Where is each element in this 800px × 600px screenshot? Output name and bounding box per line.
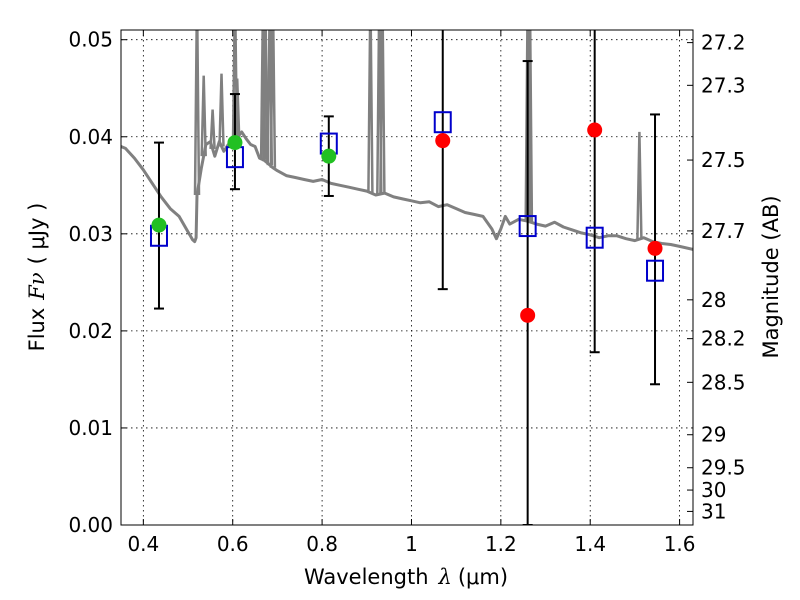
observed-point xyxy=(321,148,337,164)
emission-spike xyxy=(636,131,643,240)
x-tick-label: 1.6 xyxy=(664,532,696,556)
y-tick-label: 0.02 xyxy=(68,319,113,343)
model-band-square xyxy=(433,111,452,134)
x-tick-label: 0.6 xyxy=(217,532,249,556)
emission-spike xyxy=(218,73,225,147)
mag-tick-label: 27.5 xyxy=(701,148,746,172)
observed-point xyxy=(227,135,243,151)
observed-point xyxy=(520,307,536,323)
y-tick-label: 0.04 xyxy=(68,125,113,149)
model-band-square xyxy=(646,259,665,282)
x-tick-label: 1.4 xyxy=(574,532,606,556)
y-tick-label: 0.03 xyxy=(68,222,113,246)
mag-tick-label: 28.5 xyxy=(701,370,746,394)
mag-tick-label: 27.7 xyxy=(701,219,746,243)
plot-area xyxy=(121,30,693,525)
observed-point xyxy=(151,217,167,233)
model-band-square xyxy=(585,226,604,249)
x-tick-label: 1 xyxy=(405,532,418,556)
emission-spike xyxy=(262,30,269,162)
emission-spike xyxy=(269,30,277,168)
mag-tick-label: 29 xyxy=(701,423,726,447)
y-tick-label: 0.01 xyxy=(68,416,113,440)
observed-point xyxy=(647,240,663,256)
emission-spike xyxy=(367,30,374,193)
x-tick-label: 0.4 xyxy=(127,532,159,556)
x-axis-label: Wavelength λ (μm) xyxy=(304,565,508,589)
mag-tick-label: 29.5 xyxy=(701,456,746,480)
ticks: 0.4 0.6 0.8 1 1.2 1.4 1.6 0.00 0.01 0.02 0.03 0.04 0… xyxy=(68,28,745,556)
emission-spike xyxy=(209,109,216,149)
mag-tick-label: 27.3 xyxy=(701,73,746,97)
model-band-square xyxy=(518,215,537,238)
y-tick-label: 0.00 xyxy=(68,513,113,537)
mag-tick-label: 31 xyxy=(701,499,726,523)
plot-frame xyxy=(120,29,694,526)
observed-point xyxy=(587,122,603,138)
mag-tick-label: 30 xyxy=(701,478,726,502)
y-tick-label: 0.05 xyxy=(68,28,113,52)
emission-spike xyxy=(193,30,201,196)
mag-tick-label: 28 xyxy=(701,288,726,312)
emission-spike xyxy=(379,30,386,194)
y-axis-label: FluxFν( μJy ) xyxy=(25,203,49,352)
mag-tick-label: 28.2 xyxy=(701,327,746,351)
x-tick-label: 0.8 xyxy=(306,532,338,556)
mag-tick-label: 27.2 xyxy=(701,31,746,55)
emission-spike xyxy=(200,75,207,157)
y2-axis-label: Magnitude (AB) xyxy=(759,195,783,358)
observed-point xyxy=(435,133,451,149)
x-tick-label: 1.2 xyxy=(485,532,517,556)
